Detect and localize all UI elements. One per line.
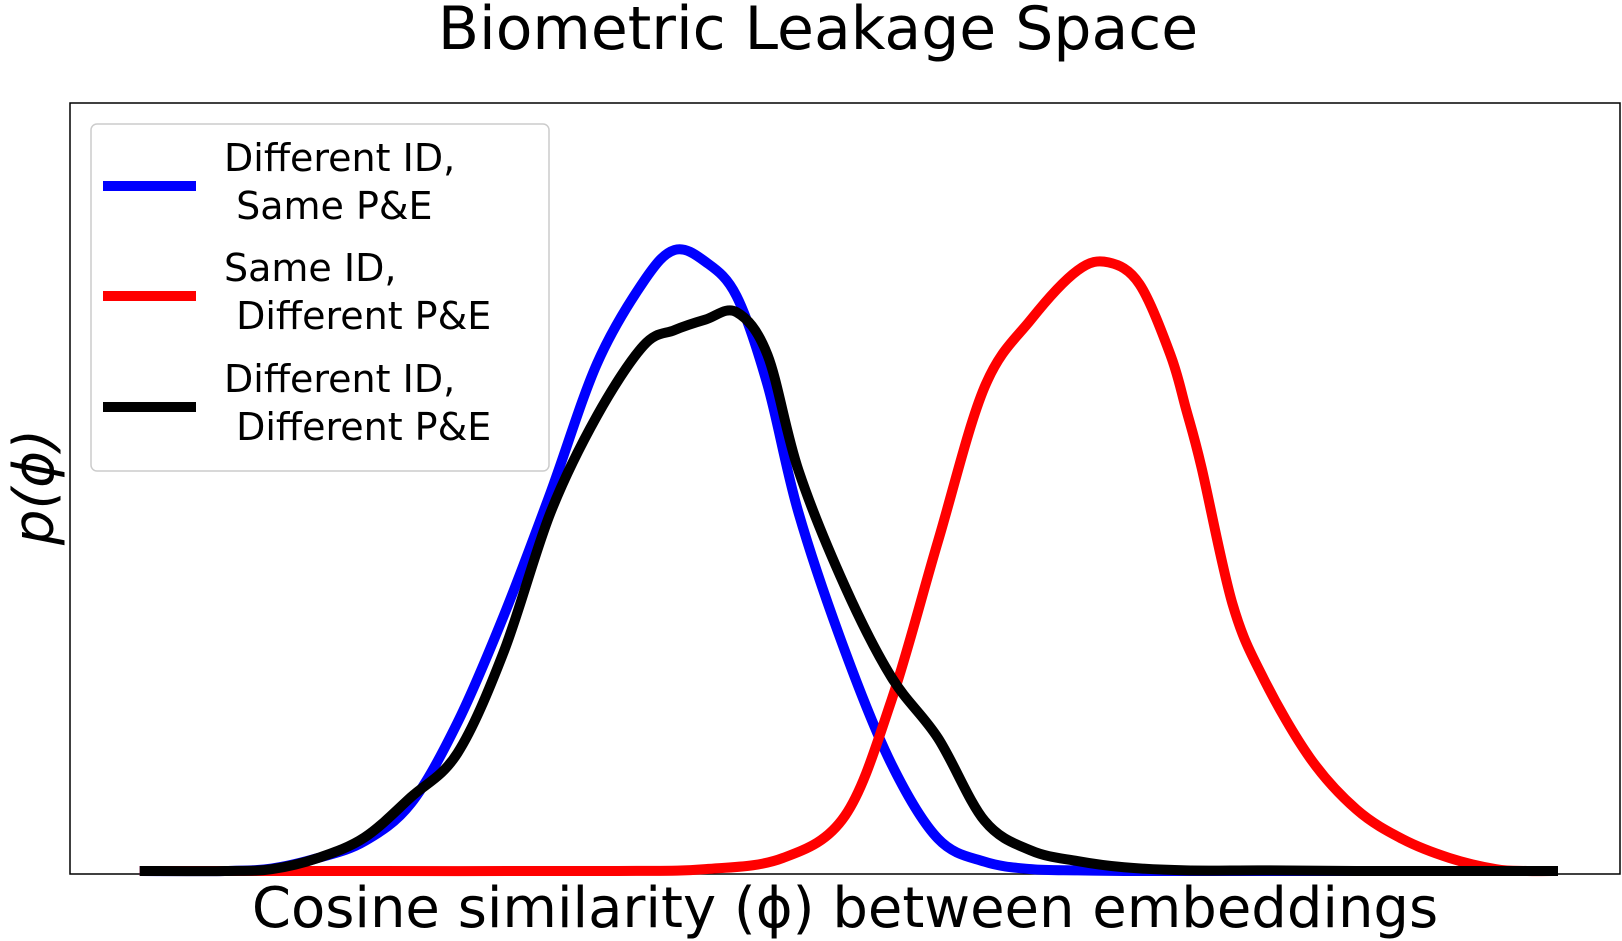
legend-box: [90, 123, 550, 472]
legend-entry-same-id-different-pe: Same ID, Different P&E: [103, 246, 491, 338]
legend-label-different-id-same-pe: Different ID, Same P&E: [224, 136, 455, 228]
legend-entries: Different ID, Same P&E Same ID, Different…: [103, 136, 491, 449]
legend: Different ID, Same P&E Same ID, Different…: [90, 123, 550, 472]
legend-label-same-id-different-pe: Same ID, Different P&E: [224, 246, 491, 338]
plot-frame: [69, 102, 1621, 875]
chart-title: Biometric Leakage Space: [438, 0, 1198, 64]
y-axis-label: p(ϕ): [2, 429, 67, 546]
legend-label-different-id-different-pe: Different ID, Different P&E: [224, 357, 491, 449]
series-line-same-id-different-pe: [139, 256, 1559, 877]
legend-entry-different-id-different-pe: Different ID, Different P&E: [103, 357, 491, 449]
series-line-different-id-different-pe: [139, 305, 1559, 877]
legend-entry-different-id-same-pe: Different ID, Same P&E: [103, 136, 455, 228]
series-layer: [139, 244, 1559, 877]
x-axis-label: Cosine similarity (ϕ) between embeddings: [252, 876, 1438, 941]
